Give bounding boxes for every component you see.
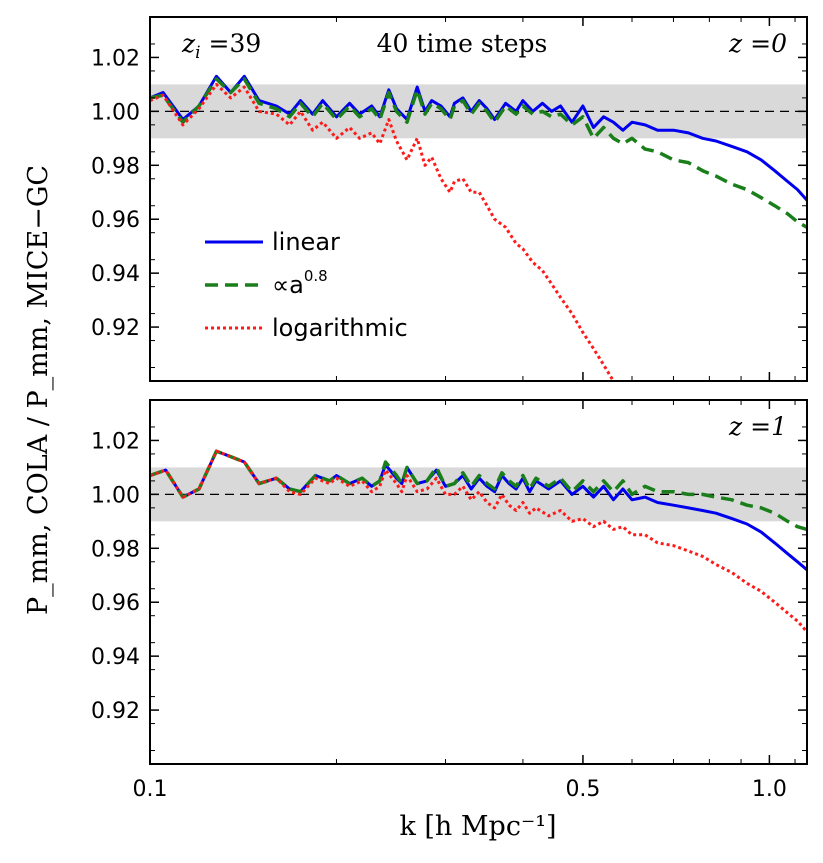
legend-label-power: ∝a0.8 (272, 267, 328, 299)
legend: linear ∝a0.8 logarithmic (205, 228, 408, 342)
series-power-line (150, 449, 807, 532)
y-tick-label: 0.92 (91, 316, 140, 341)
series-power-line (150, 77, 807, 229)
series-log-line (150, 82, 615, 381)
y-tick-label: 0.98 (91, 537, 140, 562)
bottom-panel: 0.92 0.94 0.96 0.98 1.00 1.02 0.1 0.5 1.0 z =1 (91, 399, 808, 802)
y-tick-label: 0.92 (91, 699, 140, 724)
y-tick-label: 0.96 (91, 591, 140, 616)
y-tick-label: 1.02 (91, 429, 140, 454)
x-tick-label: 0.1 (133, 777, 168, 802)
redshift-label: z =1 (728, 412, 787, 441)
series-group (150, 74, 807, 381)
legend-label-linear: linear (272, 228, 340, 256)
x-tick-label: 0.5 (565, 777, 600, 802)
y-tick-label: 0.98 (91, 154, 140, 179)
time-steps-label: 40 time steps (377, 29, 548, 58)
initial-redshift-label: zi =39 (181, 29, 261, 63)
x-axis-label: k [h Mpc⁻¹] (399, 811, 556, 842)
plot-frame (149, 399, 808, 765)
axis-labels: k [h Mpc⁻¹] P_mm, COLA / P_mm, MICE−GC (23, 165, 557, 842)
series-group (150, 449, 807, 633)
redshift-label: z =0 (728, 29, 787, 58)
y-tick-label: 1.00 (91, 483, 140, 508)
y-tick-label: 1.00 (91, 100, 140, 125)
top-panel: 0.92 0.94 0.96 0.98 1.00 1.02 zi =39 40 time st… (91, 16, 808, 382)
series-linear-line (150, 74, 807, 202)
legend-label-log: logarithmic (272, 314, 408, 342)
y-tick-label: 0.94 (91, 645, 140, 670)
series-log-line (150, 449, 807, 633)
y-tick-label: 1.02 (91, 46, 140, 71)
y-tick-label: 0.96 (91, 208, 140, 233)
y-tick-label: 0.94 (91, 262, 140, 287)
y-axis-label: P_mm, COLA / P_mm, MICE−GC (23, 165, 54, 615)
x-tick-label: 1.0 (752, 777, 787, 802)
plot-frame (149, 16, 808, 382)
